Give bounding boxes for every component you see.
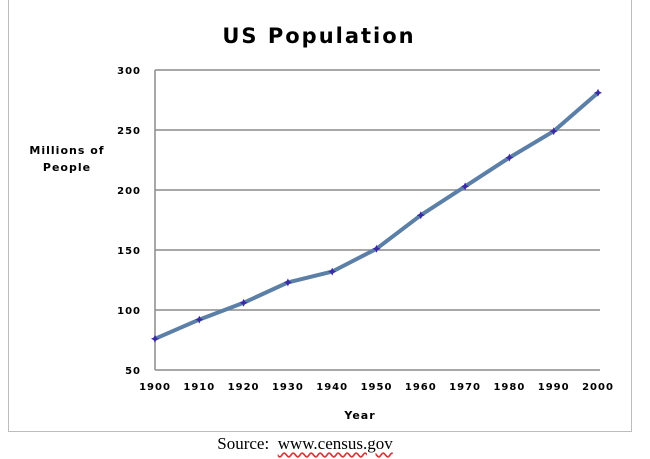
x-tick-label-1930: 1930: [272, 382, 304, 393]
y-tick-label-250: 250: [117, 126, 141, 137]
x-tick-label-1900: 1900: [139, 382, 171, 393]
data-point-2000: [594, 88, 602, 97]
y-axis-label: Millions of People: [29, 144, 105, 174]
data-point-1990: [549, 127, 558, 136]
x-tick-label-1920: 1920: [228, 382, 260, 393]
data-point-1900: [151, 334, 159, 343]
data-point-1940: [328, 267, 337, 276]
x-tick-label-1980: 1980: [493, 382, 525, 393]
data-point-1910: [195, 315, 204, 324]
x-tick-label-1910: 1910: [183, 382, 215, 393]
y-tick-label-100: 100: [117, 306, 141, 317]
x-tick-label-1940: 1940: [316, 382, 348, 393]
data-point-1950: [372, 244, 381, 253]
y-tick-label-150: 150: [117, 246, 141, 257]
data-point-1960: [416, 211, 425, 220]
chart-title: US Population: [222, 24, 416, 48]
y-tick-label-50: 50: [125, 366, 141, 377]
x-axis-label: Year: [344, 409, 376, 422]
data-point-1970: [461, 182, 470, 191]
y-tick-label-200: 200: [117, 186, 141, 197]
y-tick-label-300: 300: [117, 66, 141, 77]
x-tick-label-1960: 1960: [405, 382, 437, 393]
data-point-1920: [239, 298, 248, 307]
source-prefix: Source:: [217, 434, 270, 453]
x-tick-label-1970: 1970: [449, 382, 481, 393]
data-point-1930: [283, 278, 292, 287]
source-note: Source: www.census.gov: [0, 434, 630, 454]
x-tick-label-2000: 2000: [582, 382, 614, 393]
data-point-1980: [505, 153, 514, 162]
chart-frame: [8, 0, 632, 432]
x-tick-label-1950: 1950: [361, 382, 393, 393]
x-tick-label-1990: 1990: [538, 382, 570, 393]
source-url[interactable]: www.census.gov: [277, 434, 393, 453]
